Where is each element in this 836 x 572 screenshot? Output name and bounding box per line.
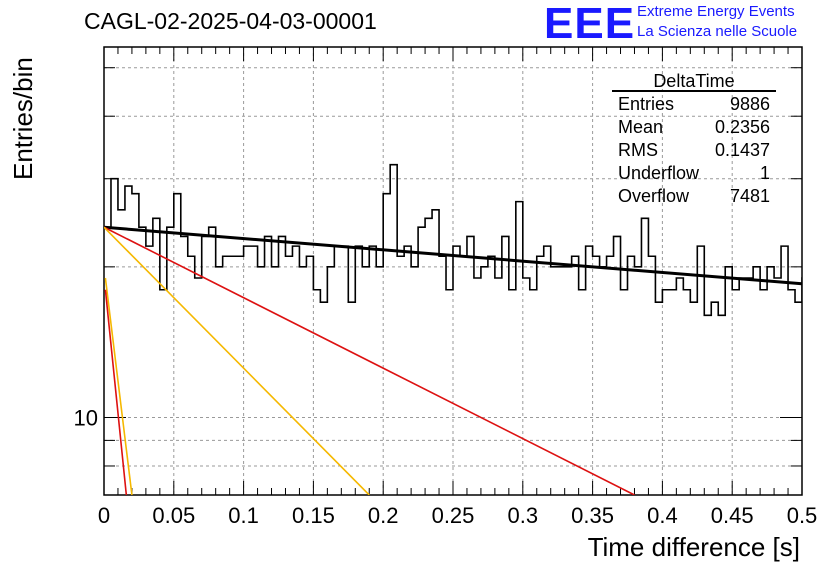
- x-tick-label: 0.5: [787, 503, 818, 528]
- model-curve-4: [104, 289, 128, 495]
- x-tick-label: 0.25: [432, 503, 475, 528]
- x-tick-label: 0: [98, 503, 110, 528]
- chart-title: CAGL-02-2025-04-03-00001: [84, 8, 377, 34]
- model-curve-3: [104, 277, 133, 495]
- stats-value: 1: [760, 163, 770, 183]
- stats-value: 0.1437: [715, 140, 770, 160]
- x-tick-label: 0.05: [152, 503, 195, 528]
- stats-value: 7481: [730, 186, 770, 206]
- eee-logo: EEE: [544, 0, 636, 48]
- fit-curve: [104, 225, 802, 286]
- stats-value: 0.2356: [715, 117, 770, 137]
- stats-label: Overflow: [618, 186, 690, 206]
- stats-title: DeltaTime: [653, 71, 734, 91]
- x-tick-label: 0.4: [647, 503, 678, 528]
- stats-label: Underflow: [618, 163, 700, 183]
- x-tick-label: 0.1: [228, 503, 259, 528]
- histogram-line: [104, 163, 802, 317]
- logo-line-2: La Scienza nelle Scuole: [637, 23, 798, 40]
- x-tick-label: 0.15: [292, 503, 335, 528]
- model-curve-1: [104, 226, 635, 495]
- stats-value: 9886: [730, 94, 770, 114]
- x-tick-label: 0.3: [508, 503, 539, 528]
- stats-label: RMS: [618, 140, 658, 160]
- stats-label: Entries: [618, 94, 674, 114]
- stats-label: Mean: [618, 117, 663, 137]
- x-axis-label: Time difference [s]: [587, 532, 800, 562]
- y-tick-label: 10: [74, 405, 98, 430]
- x-tick-label: 0.35: [571, 503, 614, 528]
- x-tick-label: 0.2: [368, 503, 399, 528]
- model-curve-2: [104, 226, 370, 495]
- x-tick-label: 0.45: [711, 503, 754, 528]
- logo-line-1: Extreme Energy Events: [637, 3, 795, 20]
